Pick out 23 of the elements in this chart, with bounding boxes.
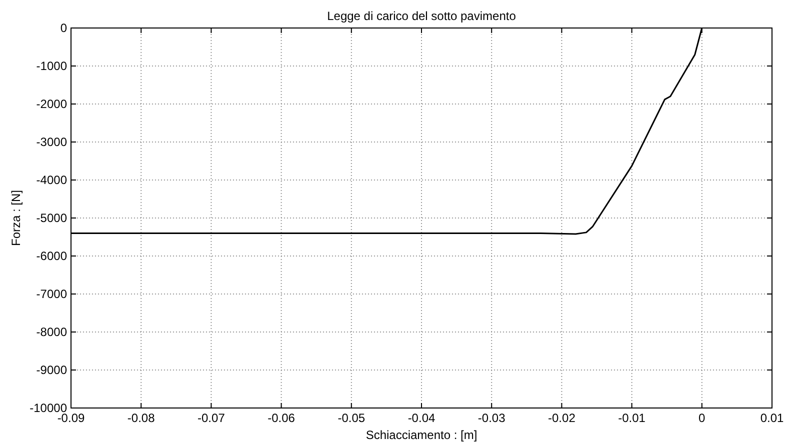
x-tick-label: -0.01 [618,411,646,425]
y-tick-label: -7000 [36,287,68,301]
y-tick-label: -6000 [36,249,68,263]
y-tick-label: -5000 [36,211,68,225]
x-tick-label: -0.03 [478,411,506,425]
y-tick-label: 0 [60,21,68,35]
x-tick-label: -0.02 [548,411,576,425]
y-tick-label: -4000 [36,173,68,187]
y-tick-label: -3000 [36,135,68,149]
x-tick-label: -0.08 [127,411,156,425]
x-axis-title: Schiacciamento : [m] [366,428,478,442]
y-tick-label: -2000 [36,97,68,111]
y-tick-label: -8000 [36,325,68,339]
y-tick-label: -9000 [36,363,68,377]
x-tick-label: -0.05 [338,411,366,425]
x-tick-label: -0.07 [198,411,226,425]
x-tick-label: 0.01 [760,411,784,425]
chart-title: Legge di carico del sotto pavimento [327,9,516,23]
y-tick-label: -1000 [36,59,68,73]
x-tick-label: -0.06 [268,411,296,425]
y-axis-title: Forza : [N] [9,190,23,246]
x-tick-label: -0.04 [408,411,436,425]
x-tick-label: 0 [698,411,706,425]
